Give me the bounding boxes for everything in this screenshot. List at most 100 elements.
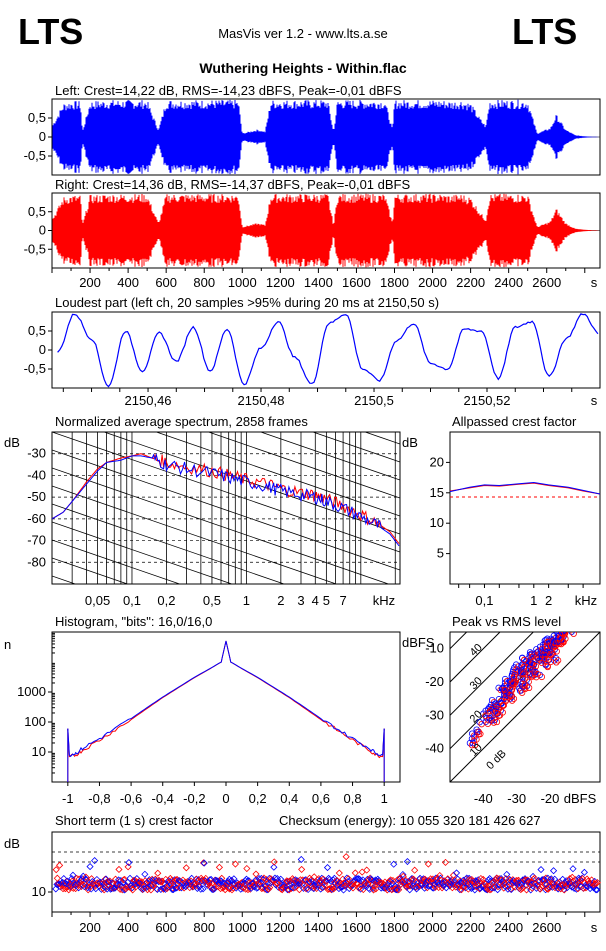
crest-point-right xyxy=(169,884,177,892)
histogram-xtick-label: -0,6 xyxy=(120,791,142,806)
crest-point-right xyxy=(266,884,274,892)
spectrum-xtick-label: kHz xyxy=(373,593,395,608)
peakrms-point-right xyxy=(544,663,551,671)
peakrms-point-left xyxy=(491,707,499,715)
crest-point-right xyxy=(360,880,369,888)
left-channel-ytick-label: 0 xyxy=(39,129,46,144)
crest-point-right xyxy=(591,880,599,888)
app-title: MasVis ver 1.2 - www.lts.a.se xyxy=(218,26,388,41)
crest-point-left xyxy=(86,863,94,871)
histogram-xtick-label: -1 xyxy=(62,791,74,806)
crest-point-left xyxy=(464,879,472,888)
crest-point-right xyxy=(351,869,359,877)
crest-point-left xyxy=(488,884,496,892)
allpass-xtick-label: 2 xyxy=(545,593,552,608)
crest-point-right xyxy=(460,883,468,891)
peakrms-point-right xyxy=(482,712,489,719)
crest-point-right xyxy=(342,853,350,861)
crest-point-right xyxy=(84,886,92,894)
crest-point-right xyxy=(344,875,353,883)
crest-point-left xyxy=(154,877,163,886)
crest-point-left xyxy=(353,875,361,883)
crest-point-left xyxy=(386,877,394,886)
file-title: Wuthering Heights - Within.flac xyxy=(199,60,406,76)
crest-point-left xyxy=(273,875,281,883)
spectrum-slope-line xyxy=(52,557,129,584)
peakrms-plot xyxy=(450,632,600,782)
histogram-frame xyxy=(51,631,401,783)
crest-point-left xyxy=(128,884,136,892)
crest-point-left xyxy=(454,875,462,883)
spectrum-xtick-label: 0,2 xyxy=(157,593,175,608)
peakrms-xtick-label: -20 xyxy=(541,791,560,806)
peakrms-point-right xyxy=(538,659,545,666)
crest-point-left xyxy=(242,875,251,883)
peakrms-point-right xyxy=(508,692,515,699)
spectrum-series-line xyxy=(52,453,400,544)
peakrms-title: Peak vs RMS level xyxy=(452,614,561,629)
spectrum-xtick-label: 0,1 xyxy=(123,593,141,608)
peakrms-point-left xyxy=(468,730,476,737)
crest-point-right xyxy=(431,883,439,891)
crest-point-left xyxy=(586,884,594,893)
peakrms-point-right xyxy=(501,686,509,694)
crest-point-left xyxy=(467,884,475,893)
crest-xtick-label: 800 xyxy=(193,920,215,935)
crest-point-left xyxy=(271,874,279,882)
histogram-xtick-label: -0,4 xyxy=(152,791,174,806)
crest-point-right xyxy=(325,885,333,893)
crest-xtick-label: s xyxy=(591,920,598,935)
spectrum-ytick-label: -70 xyxy=(27,533,46,548)
right-xtick-label: 1600 xyxy=(342,275,371,290)
right-channel-ytick-label: 0 xyxy=(39,223,46,238)
histogram-xtick-label: 0,2 xyxy=(249,791,267,806)
spectrum-xtick-label: 4 xyxy=(312,593,319,608)
crest-point-left xyxy=(270,863,278,871)
crest-point-left xyxy=(572,885,580,893)
right-xtick-label: 600 xyxy=(155,275,177,290)
crest-point-left xyxy=(339,886,348,894)
peakrms-point-left xyxy=(518,668,525,675)
peakrms-point-left xyxy=(476,718,483,726)
crest-point-left xyxy=(238,880,246,888)
crest-point-right xyxy=(481,880,490,888)
crest-point-right xyxy=(270,858,278,866)
crest-point-left xyxy=(537,866,545,874)
crest-point-right xyxy=(396,874,404,882)
spectrum-slope-line xyxy=(52,521,234,584)
spectrum-slope-line xyxy=(52,612,400,732)
crest-point-left xyxy=(237,885,245,893)
peakrms-point-left xyxy=(532,668,539,676)
spectrum-slope-line xyxy=(155,432,400,517)
crest-point-right xyxy=(182,864,190,872)
peakrms-crest-diagonal xyxy=(450,632,535,717)
crest-point-right xyxy=(459,883,467,891)
peakrms-point-left xyxy=(506,690,513,697)
peakrms-point-right xyxy=(503,677,511,685)
crest-point-right xyxy=(395,886,403,894)
crest-point-right xyxy=(412,883,420,891)
peakrms-point-right xyxy=(521,656,528,664)
crest-point-right xyxy=(102,878,110,887)
spectrum-ytick-label: -50 xyxy=(27,489,46,504)
loudest-xtick-label: s xyxy=(591,393,598,408)
peakrms-point-left xyxy=(519,654,526,662)
spectrum-xtick-label: 7 xyxy=(339,593,346,608)
crest-title: Short term (1 s) crest factor xyxy=(55,813,214,828)
peakrms-xtick-label: dBFS xyxy=(564,791,597,806)
peakrms-diagonal-label: 30 xyxy=(468,675,485,692)
crest-point-left xyxy=(79,872,87,880)
crest-point-left xyxy=(103,885,111,893)
crest-point-left xyxy=(91,857,99,865)
crest-point-left xyxy=(318,874,326,882)
allpass-xtick-label: 0,1 xyxy=(475,593,493,608)
crest-point-right xyxy=(541,880,549,888)
peakrms-point-right xyxy=(499,701,507,709)
crest-point-right xyxy=(277,885,285,893)
right-xtick-label: 1800 xyxy=(380,275,409,290)
crest-point-left xyxy=(197,885,205,893)
crest-point-right xyxy=(582,884,590,892)
crest-point-right xyxy=(154,869,162,877)
peakrms-point-right xyxy=(488,706,495,713)
crest-xtick-label: 2000 xyxy=(418,920,447,935)
